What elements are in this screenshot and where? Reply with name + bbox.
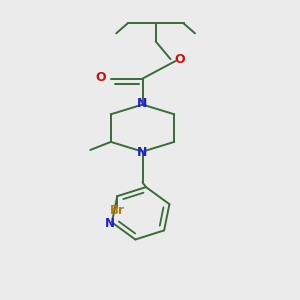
Text: N: N (105, 217, 115, 230)
Text: N: N (137, 146, 147, 159)
Text: Br: Br (110, 204, 125, 217)
Text: O: O (175, 52, 185, 66)
Text: N: N (137, 97, 147, 110)
Text: O: O (95, 71, 106, 84)
